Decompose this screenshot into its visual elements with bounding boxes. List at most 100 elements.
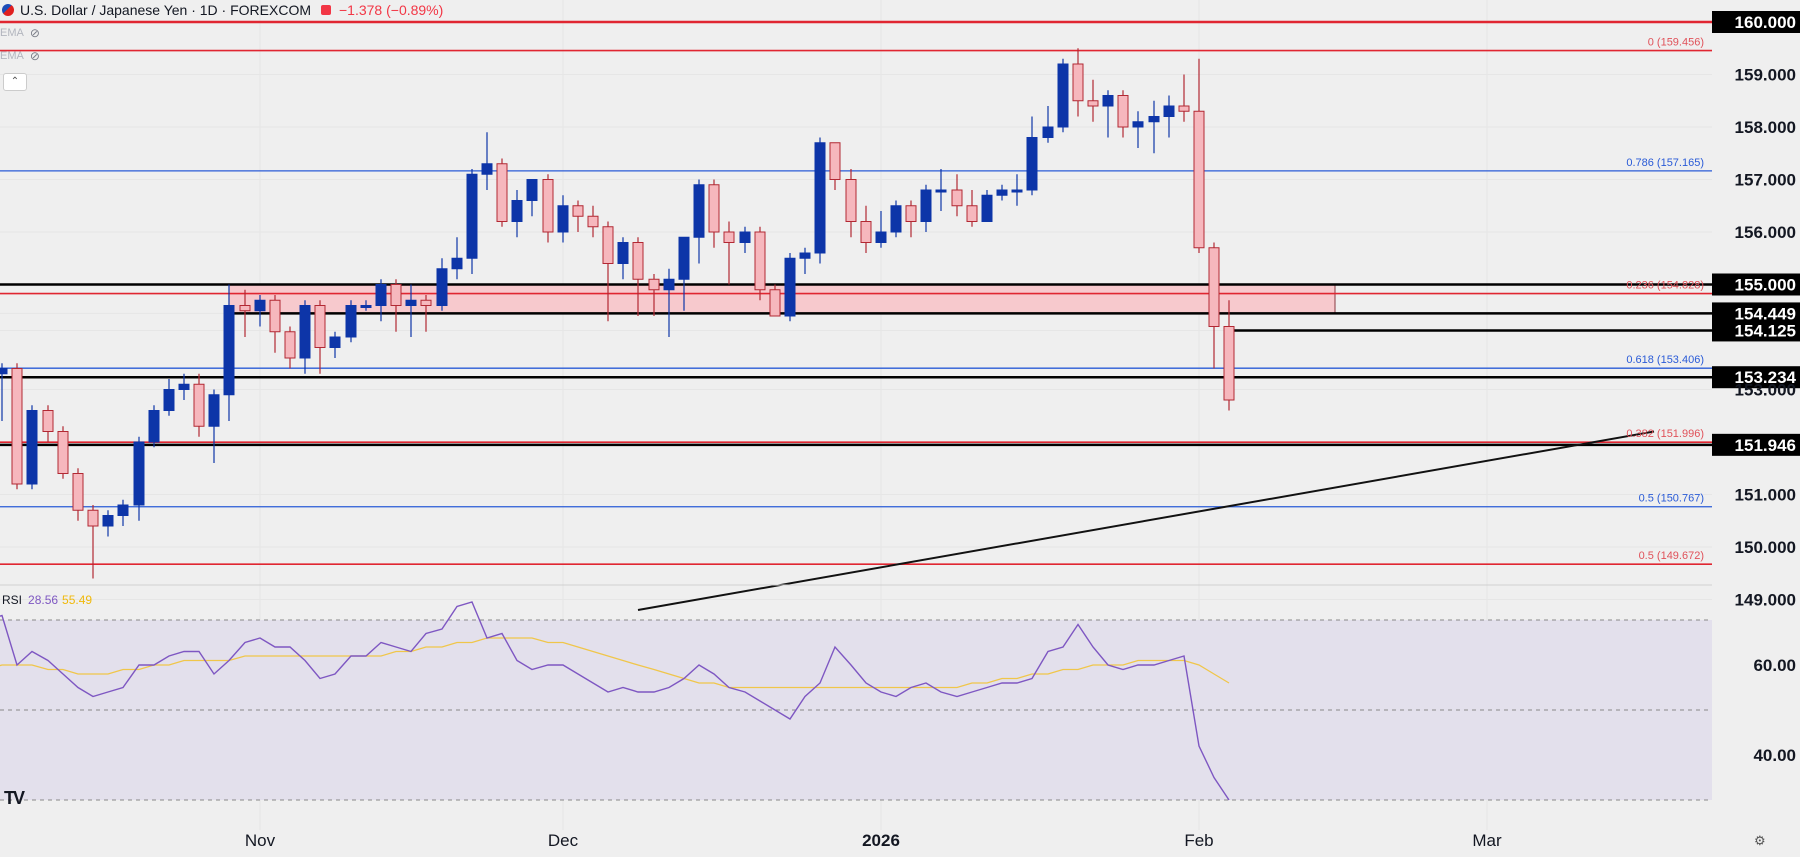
candle[interactable] [345, 300, 357, 343]
candle[interactable] [299, 300, 311, 374]
candle[interactable] [102, 510, 114, 537]
candle[interactable] [890, 200, 902, 238]
candle[interactable] [11, 363, 23, 490]
candle[interactable] [314, 300, 326, 374]
candle[interactable] [163, 379, 175, 416]
candle[interactable] [814, 137, 826, 264]
candle[interactable] [57, 426, 69, 479]
candle[interactable] [1208, 242, 1220, 369]
candle[interactable] [587, 205, 599, 238]
candle[interactable] [632, 237, 644, 316]
candle[interactable] [966, 190, 978, 227]
candle[interactable] [920, 184, 932, 232]
candle[interactable] [754, 226, 766, 301]
candle[interactable] [254, 295, 266, 327]
rsi-ma-line[interactable] [0, 637, 1230, 689]
candle[interactable] [269, 295, 281, 353]
price-label-box[interactable] [1712, 273, 1800, 296]
candle[interactable] [1178, 74, 1190, 122]
candle[interactable] [693, 179, 705, 264]
candle[interactable] [390, 279, 402, 332]
candle[interactable] [1026, 116, 1038, 196]
candle[interactable] [193, 373, 205, 437]
candle[interactable] [526, 179, 538, 217]
candle[interactable] [208, 389, 220, 464]
candle[interactable] [451, 237, 463, 280]
candle[interactable] [799, 247, 811, 274]
candle[interactable] [436, 258, 448, 311]
rsi-legend[interactable]: RSI 28.56 55.49 [2, 593, 92, 607]
candle[interactable] [1193, 58, 1205, 253]
candle[interactable] [1057, 58, 1069, 133]
rsi-line[interactable] [0, 601, 1230, 801]
candle[interactable] [542, 174, 554, 243]
candle[interactable] [860, 205, 872, 253]
candle[interactable] [1011, 174, 1023, 206]
candle[interactable] [996, 184, 1008, 201]
hidden-eye-icon[interactable]: ⊘ [29, 49, 40, 63]
candle[interactable] [148, 405, 160, 448]
candle[interactable] [239, 289, 251, 337]
candle[interactable] [678, 236, 690, 311]
candle[interactable] [87, 505, 99, 579]
indicator-ema-2[interactable]: EMA ⊘ [0, 48, 40, 64]
candle[interactable] [1148, 100, 1160, 154]
candle[interactable] [26, 405, 38, 490]
candle[interactable] [875, 211, 887, 248]
candle[interactable] [981, 190, 993, 222]
candle[interactable] [117, 499, 129, 526]
candle[interactable] [375, 279, 387, 322]
candle[interactable] [784, 253, 796, 322]
candle[interactable] [405, 284, 417, 338]
candle[interactable] [284, 326, 296, 369]
candle[interactable] [420, 295, 432, 332]
price-label-box[interactable] [1712, 366, 1800, 389]
candle[interactable] [496, 158, 508, 227]
candle[interactable] [1163, 95, 1175, 138]
tradingview-logo[interactable]: TV [4, 788, 25, 808]
candle[interactable] [1072, 48, 1084, 117]
candle[interactable] [1132, 111, 1144, 148]
trend-line[interactable] [637, 430, 1655, 611]
collapse-indicators-button[interactable]: ⌃ [3, 73, 27, 91]
candle[interactable] [1087, 79, 1099, 122]
candle[interactable] [845, 169, 857, 238]
candle[interactable] [1117, 90, 1129, 138]
candle[interactable] [739, 226, 751, 253]
candle[interactable] [557, 195, 569, 243]
candle[interactable] [360, 300, 372, 311]
candle[interactable] [1102, 90, 1114, 138]
candle[interactable] [466, 169, 478, 274]
candle[interactable] [42, 405, 54, 442]
candle[interactable] [829, 142, 841, 190]
candle[interactable] [511, 190, 523, 238]
candle[interactable] [572, 200, 584, 233]
candle[interactable] [178, 373, 190, 400]
candle[interactable] [72, 468, 84, 521]
candle[interactable] [481, 132, 493, 190]
hidden-eye-icon[interactable]: ⊘ [29, 26, 40, 40]
candle[interactable] [723, 221, 735, 285]
candle[interactable] [648, 274, 660, 316]
candle[interactable] [935, 169, 947, 211]
candle[interactable] [708, 179, 720, 248]
settings-icon[interactable]: ⚙ [1754, 833, 1766, 848]
price-label-box[interactable] [1712, 302, 1800, 325]
candle[interactable] [0, 363, 8, 421]
candle[interactable] [663, 268, 675, 337]
symbol-title[interactable]: U.S. Dollar / Japanese Yen · 1D · FOREXC… [20, 2, 311, 18]
indicator-ema-1[interactable]: EMA ⊘ [0, 25, 40, 41]
candle[interactable] [905, 200, 917, 238]
candle[interactable] [133, 436, 145, 521]
candle[interactable] [617, 237, 629, 280]
candle[interactable] [223, 284, 235, 422]
candle[interactable] [1042, 106, 1054, 143]
candle[interactable] [1223, 300, 1235, 411]
price-label-box[interactable] [1712, 11, 1800, 33]
price-label-box[interactable] [1712, 319, 1800, 342]
candle[interactable] [602, 221, 614, 322]
price-label-box[interactable] [1712, 433, 1800, 456]
candle[interactable] [951, 174, 963, 217]
candle[interactable] [769, 284, 781, 317]
